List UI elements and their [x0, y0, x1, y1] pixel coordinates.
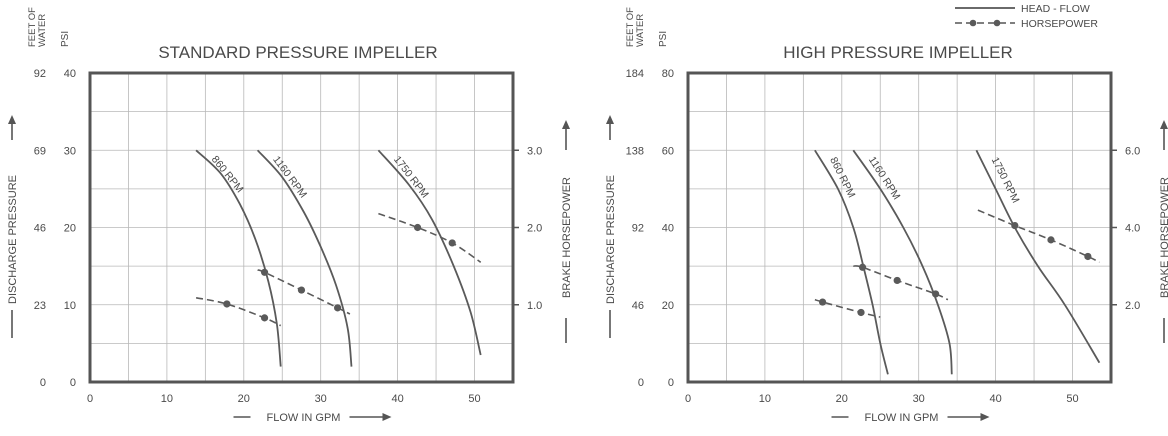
horsepower-point [413, 223, 422, 232]
head-flow-curve [195, 149, 282, 367]
y-tick-label-feet: 184 [626, 68, 644, 80]
horsepower-point [1011, 221, 1019, 230]
feet-header-line: FEET OF [27, 7, 38, 47]
y2-tick-label: 2.0 [527, 223, 542, 235]
y2-axis-label: BRAKE HORSEPOWER [561, 177, 573, 298]
horsepower-point [857, 308, 865, 317]
y-tick-label-psi: 10 [64, 300, 76, 312]
x-tick-label: 40 [989, 393, 1001, 405]
legend-horsepower-marker [969, 19, 977, 27]
y2-tick-label: 3.0 [527, 145, 542, 157]
feet-header-line: WATER [37, 14, 48, 47]
y-tick-label-psi: 0 [70, 377, 76, 389]
x-tick-label: 0 [87, 393, 93, 405]
horsepower-line [378, 212, 482, 263]
horsepower-line [814, 298, 881, 318]
legend-head-flow-label: HEAD - FLOW [1021, 3, 1090, 15]
y-tick-label-feet: 46 [632, 300, 644, 312]
y-tick-label-psi: 20 [64, 223, 76, 235]
y-axis-arrow-head [606, 115, 614, 124]
x-axis-label: FLOW IN GPM [267, 412, 341, 424]
y-axis-arrow-head [8, 115, 16, 124]
head-flow-curve [377, 149, 482, 356]
chart-title: STANDARD PRESSURE IMPELLER [158, 43, 437, 62]
y-tick-label-feet: 23 [34, 300, 46, 312]
horsepower-point [893, 276, 901, 285]
legend-horsepower-marker [993, 19, 1001, 27]
y2-tick-label: 2.0 [1125, 300, 1140, 312]
y-tick-label-feet: 0 [638, 377, 644, 389]
feet-header-line: WATER [635, 14, 646, 47]
legend: HEAD - FLOW HORSEPOWER [955, 3, 1098, 30]
x-axis-label: FLOW IN GPM [865, 412, 939, 424]
head-flow-curve [852, 149, 953, 375]
horsepower-point [260, 268, 269, 276]
x-tick-label: 50 [1066, 393, 1078, 405]
head-flow-curve [256, 149, 353, 367]
x-tick-label: 20 [238, 393, 250, 405]
horsepower-line [195, 297, 282, 327]
x-tick-label: 50 [468, 393, 480, 405]
legend-horsepower-label: HORSEPOWER [1021, 18, 1098, 30]
psi-header: PSI [658, 31, 669, 47]
x-axis-arrow-head [980, 413, 990, 421]
rpm-label: 1750 RPM [989, 155, 1022, 205]
y-tick-label-psi: 40 [64, 68, 76, 80]
horsepower-line [977, 209, 1100, 264]
x-tick-label: 0 [685, 393, 691, 405]
x-axis-arrow-head [382, 413, 392, 421]
feet-header-line: FEET OF [625, 7, 636, 47]
y-tick-label-feet: 46 [34, 223, 46, 235]
y2-axis-arrow-head [562, 120, 570, 129]
y-tick-label-psi: 40 [662, 223, 674, 235]
y-tick-label-psi: 0 [668, 377, 674, 389]
head-flow-curve [975, 149, 1101, 364]
horsepower-point [223, 300, 231, 308]
horsepower-point [1084, 252, 1092, 261]
horsepower-point [818, 298, 827, 306]
feet-of-water-header: FEET OFWATER [625, 7, 646, 47]
y-tick-label-feet: 92 [34, 68, 46, 80]
rpm-label: 1160 RPM [270, 154, 309, 200]
rpm-label: 1750 RPM [391, 154, 431, 201]
y-tick-label-psi: 30 [64, 145, 76, 157]
x-tick-label: 20 [836, 393, 848, 405]
horsepower-point [858, 263, 867, 271]
x-tick-label: 30 [315, 393, 327, 405]
horsepower-point [260, 314, 269, 322]
x-tick-label: 10 [161, 393, 173, 405]
y-tick-label-feet: 138 [626, 145, 644, 157]
y-tick-label-psi: 80 [662, 68, 674, 80]
y2-tick-label: 1.0 [527, 300, 542, 312]
y-axis-label: DISCHARGE PRESSURE [605, 175, 617, 304]
psi-header: PSI [60, 31, 71, 47]
feet-of-water-header: FEET OFWATER [27, 7, 48, 47]
y-tick-label-psi: 60 [662, 145, 674, 157]
y2-tick-label: 4.0 [1125, 223, 1140, 235]
x-tick-label: 30 [913, 393, 925, 405]
horsepower-point [297, 286, 306, 294]
y-tick-label-feet: 92 [632, 223, 644, 235]
y-tick-label-feet: 69 [34, 145, 46, 157]
x-tick-label: 40 [391, 393, 403, 405]
y2-axis-label: BRAKE HORSEPOWER [1159, 177, 1168, 298]
x-tick-label: 10 [759, 393, 771, 405]
y-tick-label-psi: 20 [662, 300, 674, 312]
y-tick-label-feet: 0 [40, 377, 46, 389]
horsepower-point [448, 239, 456, 247]
chart-title: HIGH PRESSURE IMPELLER [783, 43, 1013, 62]
y2-axis-arrow-head [1160, 120, 1168, 129]
horsepower-point [334, 304, 342, 312]
horsepower-point [1047, 236, 1055, 244]
standard-pressure-chart: STANDARD PRESSURE IMPELLER FEET OFWATER PS… [7, 7, 573, 424]
horsepower-point [932, 290, 940, 298]
y-axis-label: DISCHARGE PRESSURE [7, 175, 19, 304]
y2-tick-label: 6.0 [1125, 145, 1140, 157]
